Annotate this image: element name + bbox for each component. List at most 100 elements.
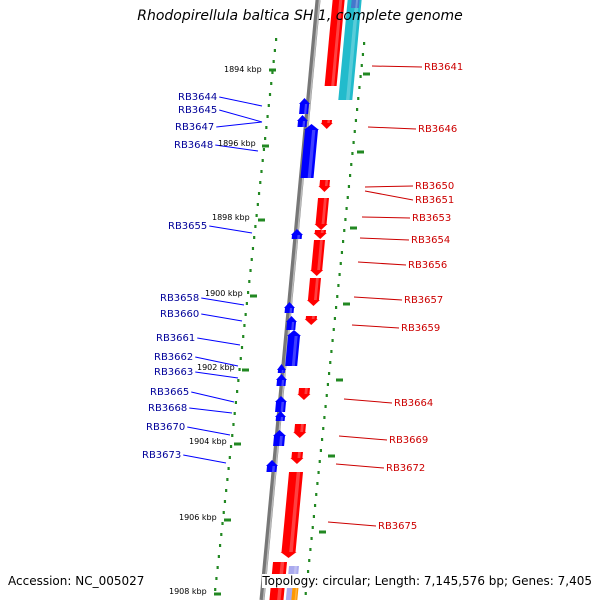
scale-dot-left <box>249 269 252 272</box>
genome-summary-text: Topology: circular; Length: 7,145,576 bp… <box>262 574 592 588</box>
scale-dot-left <box>262 148 266 151</box>
genome-backbone <box>259 0 321 600</box>
reverse-gene-label: RB3645 <box>178 105 217 116</box>
scale-dot-right <box>352 141 355 144</box>
scale-label: 1902 kbp <box>197 363 235 372</box>
scale-dot-left <box>237 379 240 382</box>
scale-dot-right <box>336 295 339 298</box>
scale-dot-left <box>268 93 272 96</box>
feature-top-cyan-body <box>338 0 362 100</box>
feature-rb3661-head <box>287 330 301 336</box>
major-tick <box>214 592 221 596</box>
feature-rb3647-shade <box>302 121 306 127</box>
feature-rb3658 <box>284 302 295 313</box>
feature-rb3654-body <box>314 230 326 233</box>
feature-rb3648-head <box>304 124 319 130</box>
scale-dot-left <box>244 313 247 316</box>
scale-label: 1904 kbp <box>189 437 227 446</box>
feature-rb3669 <box>293 424 307 438</box>
reverse-leader-line <box>201 313 243 322</box>
feature-rb3665 <box>276 374 287 386</box>
forward-leader-line <box>357 261 407 266</box>
scale-dot-left <box>260 170 263 173</box>
feature-rb3663-shade <box>281 370 284 373</box>
scale-dot-right <box>359 75 362 78</box>
feature-rb3650-body <box>319 180 330 186</box>
scale-dot-left <box>231 434 234 437</box>
feature-rb3673-body <box>266 466 277 472</box>
feature-rb3670b-head <box>273 430 286 436</box>
feature-rb3668 <box>275 396 287 412</box>
scale-dot-right <box>355 108 359 111</box>
feature-rb3670 <box>275 411 286 421</box>
scale-dot-right <box>304 592 307 595</box>
reverse-gene-label: RB3665 <box>150 387 189 398</box>
feature-rb3675-shade <box>289 472 301 552</box>
feature-rb3644-shade <box>304 104 308 114</box>
feature-rb3644-body <box>299 104 309 114</box>
backbone-highlight <box>262 0 321 600</box>
major-tick <box>262 144 269 148</box>
scale-dot-left <box>215 577 218 580</box>
scale-dot-right <box>315 493 318 496</box>
forward-gene-label: RB3672 <box>386 463 425 474</box>
feature-top-cyan <box>338 0 362 100</box>
reverse-leader-line <box>219 109 263 123</box>
scale-dot-right <box>327 372 331 375</box>
scale-dot-right <box>357 97 360 100</box>
major-tick <box>250 294 257 298</box>
feature-rb3675-head <box>280 552 297 558</box>
scale-dot-right <box>360 64 363 67</box>
major-tick <box>234 442 241 446</box>
feature-rb3672-shade <box>297 452 301 458</box>
feature-rb3670b-shade <box>279 436 283 446</box>
feature-rb3660-body <box>286 322 296 330</box>
feature-rb3644-head <box>299 98 310 104</box>
feature-top-blue-body <box>350 0 360 8</box>
feature-rb3663 <box>277 364 286 373</box>
major-tick <box>269 68 276 72</box>
scale-dot-right <box>322 427 325 430</box>
feature-rb3670-body <box>275 417 285 421</box>
reverse-leader-line <box>189 407 233 414</box>
scale-labels: 1894 kbp 1896 kbp 1898 kbp 1900 kbp 1902 kbp… <box>169 65 262 596</box>
scale-dot-right <box>346 196 349 199</box>
scale-dot-right <box>317 471 320 474</box>
forward-leader-line <box>327 521 377 527</box>
scale-dot-left <box>218 544 222 547</box>
feature-rb3656-shade <box>317 240 323 270</box>
scale-label: 1900 kbp <box>205 289 243 298</box>
scale-dot-right <box>308 559 311 562</box>
scale-label: 1908 kbp <box>169 587 207 596</box>
scale-dot-left <box>232 423 235 426</box>
reverse-leader-line <box>209 225 253 234</box>
major-tick <box>242 368 249 372</box>
scale-dot-left <box>267 104 270 107</box>
tick-marks <box>214 38 370 596</box>
scale-dot-right <box>330 350 333 353</box>
feature-rb3668-body <box>275 402 286 412</box>
major-tick <box>350 226 357 230</box>
forward-gene-label: RB3675 <box>378 521 417 532</box>
scale-dot-left <box>275 38 278 41</box>
forward-leader-line <box>335 463 385 469</box>
reverse-leader-line <box>201 297 245 306</box>
feature-rb3672-body <box>291 452 303 458</box>
scale-dot-left <box>271 71 274 74</box>
reverse-leader-line <box>183 454 227 464</box>
feature-rb3672-head <box>290 458 304 464</box>
reverse-gene-label: RB3648 <box>174 140 213 151</box>
reverse-gene-label: RB3668 <box>148 403 187 414</box>
scale-dot-right <box>316 482 319 485</box>
scale-dot-left <box>225 489 228 492</box>
scale-dot-left <box>246 291 250 294</box>
scale-dot-right <box>358 86 361 89</box>
feature-rb3665-head <box>276 374 287 380</box>
forward-leader-line <box>343 398 393 404</box>
reverse-leader-line <box>215 144 259 152</box>
major-tick <box>363 72 370 76</box>
scale-dot-right <box>337 284 340 287</box>
forward-gene-label: RB3654 <box>411 235 450 246</box>
forward-leader-line <box>338 435 388 441</box>
